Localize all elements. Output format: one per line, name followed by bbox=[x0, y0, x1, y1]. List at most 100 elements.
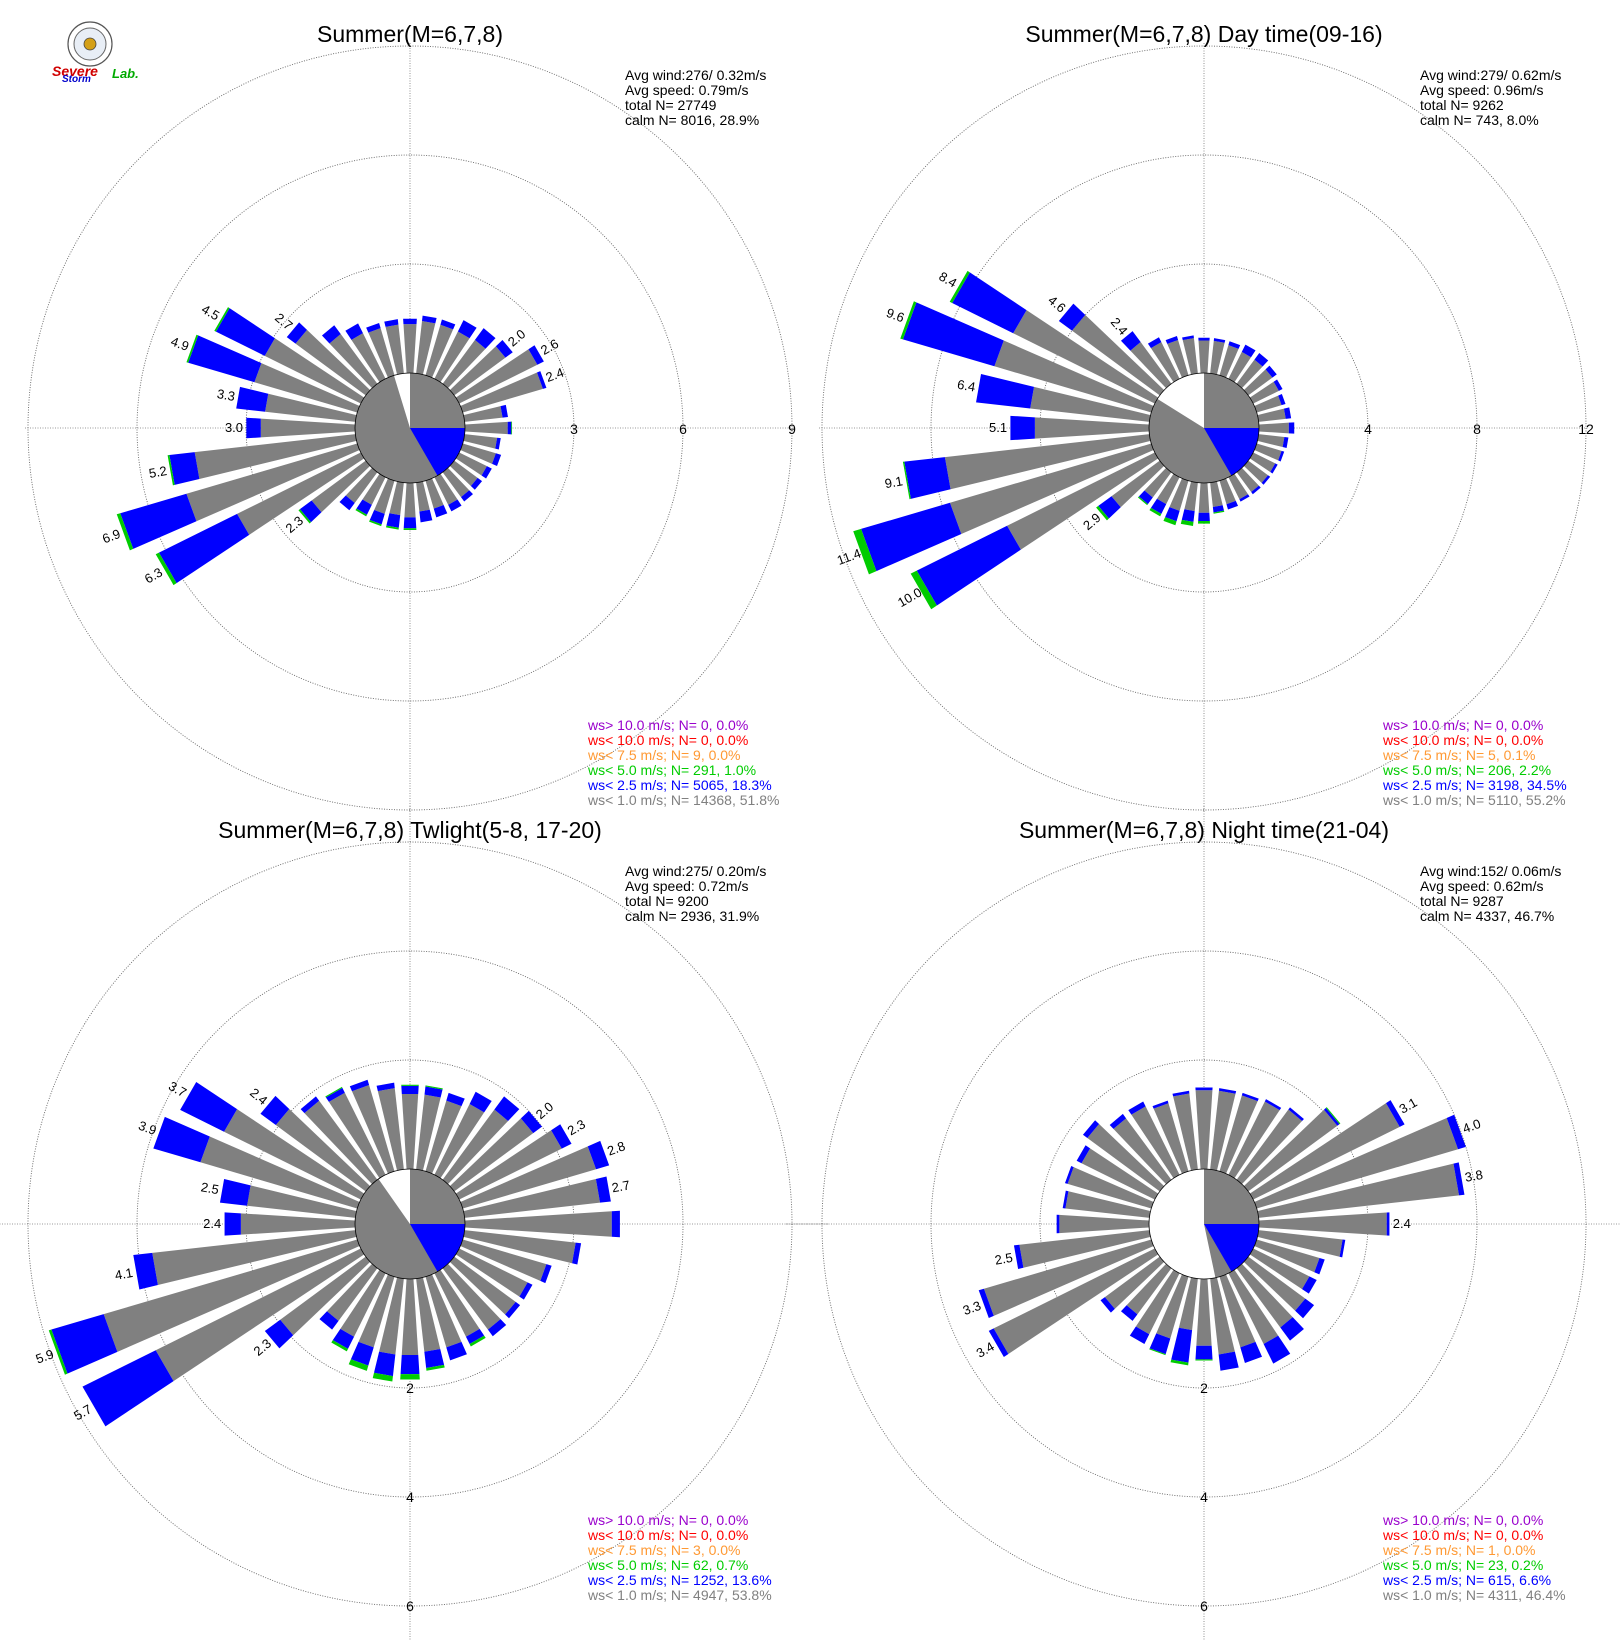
direction-bar-190 bbox=[385, 481, 404, 530]
bar-value-label: 6.3 bbox=[142, 565, 165, 587]
bar-segment-lt2-5 bbox=[520, 1110, 543, 1134]
bar-segment-lt2-5 bbox=[1076, 1145, 1091, 1164]
bar-segment-lt1 bbox=[1257, 408, 1286, 422]
bar-segment-lt2-5 bbox=[861, 502, 962, 572]
info-line-3: total N= 27749 bbox=[625, 97, 717, 113]
direction-bar-310 bbox=[260, 1095, 371, 1192]
bar-segment-lt1 bbox=[1182, 338, 1198, 375]
bar-segment-lt5 bbox=[369, 520, 382, 527]
bar-segment-lt2-5 bbox=[1446, 1114, 1466, 1150]
bar-segment-lt1 bbox=[1135, 1269, 1180, 1335]
bar-value-label: 2.4 bbox=[544, 365, 566, 385]
bar-value-label: 11.4 bbox=[835, 545, 863, 567]
info-line-4: calm N= 4337, 46.7% bbox=[1420, 908, 1554, 924]
bar-segment-lt1 bbox=[152, 1230, 357, 1285]
direction-bar-220 bbox=[319, 1263, 378, 1330]
bar-segment-lt2-5 bbox=[1013, 1244, 1024, 1269]
bar-segment-lt1 bbox=[1249, 452, 1276, 473]
legend-entry-5: ws< 2.5 m/s; N= 3198, 34.5% bbox=[1382, 777, 1567, 793]
bar-segment-lt1 bbox=[1219, 345, 1239, 378]
bar-segment-lt2-5 bbox=[188, 335, 262, 383]
bar-segment-lt1 bbox=[425, 1100, 462, 1174]
ring-label-1: 4 bbox=[1364, 421, 1372, 437]
bar-segment-lt1 bbox=[1249, 1248, 1310, 1290]
bar-segment-lt2-5 bbox=[373, 1351, 396, 1377]
mean-wind-sector bbox=[410, 1224, 465, 1272]
bar-segment-lt2-5 bbox=[551, 1124, 572, 1149]
direction-bar-110 bbox=[460, 443, 502, 467]
direction-bar-200 bbox=[348, 1274, 395, 1371]
bar-segment-lt1 bbox=[463, 1179, 601, 1218]
bar-value-label: 5.2 bbox=[148, 463, 168, 481]
bar-segment-lt2-5 bbox=[51, 1314, 118, 1374]
bar-segment-lt1 bbox=[1254, 395, 1282, 413]
bar-segment-lt1 bbox=[1169, 478, 1189, 511]
bar-segment-lt1 bbox=[1178, 1277, 1198, 1331]
bar-value-label: 2.3 bbox=[565, 1116, 588, 1138]
bar-value-label: 2.8 bbox=[605, 1138, 627, 1158]
bar-segment-lt2-5 bbox=[611, 1210, 620, 1238]
bar-segment-lt2-5 bbox=[1195, 1345, 1213, 1360]
direction-bar-30 bbox=[1228, 1099, 1282, 1179]
direction-bar-220 bbox=[1120, 1263, 1172, 1321]
bar-segment-lt2-5 bbox=[1265, 365, 1277, 378]
direction-bar-260 bbox=[167, 434, 357, 486]
direction-bar-150 bbox=[434, 473, 462, 512]
direction-bar-70 bbox=[1254, 393, 1286, 413]
bar-segment-lt1 bbox=[1196, 1278, 1212, 1346]
direction-bar-150 bbox=[434, 1269, 486, 1347]
direction-bar-280 bbox=[976, 374, 1151, 422]
bar-segment-lt5 bbox=[426, 1364, 445, 1371]
bar-segment-lt1 bbox=[385, 324, 404, 375]
bar-segment-lt2-5 bbox=[422, 315, 437, 324]
bar-segment-lt2-5 bbox=[319, 1311, 339, 1330]
bar-segment-lt2-5 bbox=[366, 322, 381, 333]
bar-segment-lt1 bbox=[1034, 417, 1150, 439]
bar-segment-lt2-5 bbox=[1282, 437, 1289, 448]
bar-segment-lt1 bbox=[1257, 1230, 1343, 1257]
direction-bar-260 bbox=[1013, 1230, 1151, 1269]
bar-segment-lt2-5 bbox=[572, 1242, 582, 1265]
direction-bar-200 bbox=[1149, 1274, 1189, 1356]
bar-segment-lt1 bbox=[1254, 1239, 1320, 1273]
bar-segment-lt5 bbox=[48, 1329, 68, 1375]
bar-segment-lt1 bbox=[463, 1230, 576, 1264]
ring-label-2: 4 bbox=[406, 1489, 414, 1505]
bar-segment-lt5 bbox=[910, 570, 937, 610]
bar-segment-lt2-5 bbox=[1109, 1113, 1127, 1129]
bar-segment-lt2-5 bbox=[500, 404, 508, 418]
direction-bar-100 bbox=[1257, 434, 1289, 448]
bar-segment-lt2-5 bbox=[345, 323, 363, 340]
bar-segment-lt2-5 bbox=[446, 1341, 467, 1361]
direction-bar-80 bbox=[463, 404, 508, 422]
info-line-1: Avg wind:275/ 0.20m/s bbox=[625, 863, 766, 879]
direction-bar-290 bbox=[900, 301, 1154, 413]
bar-segment-lt1 bbox=[358, 1274, 395, 1348]
bar-segment-lt2-5 bbox=[1198, 512, 1210, 521]
bar-segment-lt2-5 bbox=[1056, 1214, 1060, 1234]
bar-segment-lt2-5 bbox=[540, 1264, 552, 1284]
legend-entry-6: ws< 1.0 m/s; N= 4947, 53.8% bbox=[587, 1587, 772, 1603]
bar-segment-lt2-5 bbox=[1226, 500, 1239, 510]
info-line-2: Avg speed: 0.79m/s bbox=[625, 82, 748, 98]
direction-bar-210 bbox=[355, 473, 386, 517]
bar-value-label: 2.4 bbox=[1393, 1216, 1411, 1231]
direction-bar-0 bbox=[1195, 1087, 1213, 1170]
bar-segment-lt2-5 bbox=[446, 1092, 465, 1107]
bar-segment-lt2-5 bbox=[507, 421, 512, 435]
bar-value-label: 6.4 bbox=[956, 377, 976, 395]
bar-segment-lt2-5 bbox=[1251, 485, 1261, 495]
bar-segment-lt1 bbox=[1013, 310, 1159, 404]
direction-bar-20 bbox=[425, 1092, 465, 1174]
bar-value-label: 4.1 bbox=[114, 1265, 134, 1283]
bar-segment-lt1 bbox=[351, 1084, 395, 1174]
bar-segment-lt1 bbox=[377, 1088, 404, 1171]
bar-segment-lt2-5 bbox=[264, 1319, 294, 1349]
bar-segment-lt2-5 bbox=[224, 1212, 241, 1236]
bar-segment-lt1 bbox=[1071, 314, 1165, 396]
bar-segment-lt1 bbox=[1167, 339, 1189, 378]
direction-bar-30 bbox=[434, 1091, 492, 1179]
bar-segment-lt5 bbox=[155, 552, 177, 586]
chart-title: Summer(M=6,7,8) Day time(09-16) bbox=[1025, 21, 1382, 47]
bar-segment-lt5 bbox=[1180, 519, 1194, 526]
